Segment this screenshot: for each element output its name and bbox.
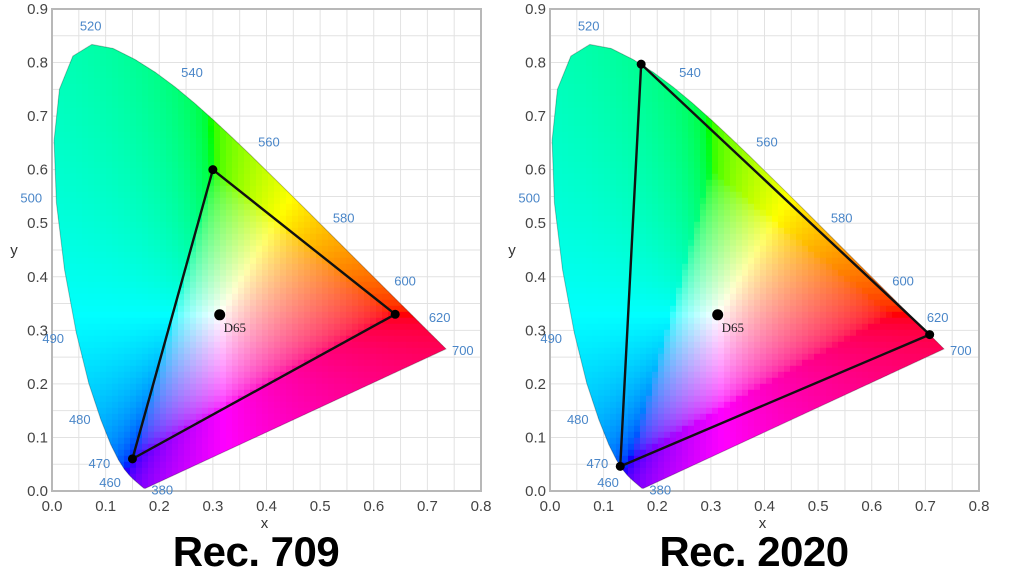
wavelength-label: 560 — [258, 135, 280, 150]
x-tick-label: 0.4 — [754, 498, 775, 515]
y-tick-label: 0.5 — [27, 215, 48, 232]
chart-caption: Rec. 709 — [172, 528, 340, 575]
wavelength-label: 600 — [892, 274, 914, 289]
wavelength-label: 700 — [452, 343, 474, 358]
wavelength-label: 380 — [649, 482, 671, 497]
y-axis-ticks: 0.0 0.1 0.2 0.3 0.4 0.5 0.6 0.7 0.8 0.9 — [27, 1, 48, 500]
x-tick-label: 0.6 — [861, 498, 882, 515]
wavelength-labels: 380 460 470 480 490 500 520 540 560 580 600 620 700 — [20, 18, 473, 497]
y-tick-label: 0.8 — [27, 55, 48, 72]
x-axis-label: x — [261, 515, 269, 532]
wavelength-label: 490 — [42, 331, 64, 346]
y-tick-label: 0.6 — [27, 162, 48, 179]
y-tick-label: 0.5 — [525, 215, 546, 232]
y-tick-label: 0.1 — [525, 429, 546, 446]
x-tick-label: 0.4 — [256, 498, 277, 515]
wavelength-label: 580 — [831, 210, 853, 225]
wavelength-label: 500 — [518, 191, 540, 206]
x-axis-ticks: 0.0 0.1 0.2 0.3 0.4 0.5 0.6 0.7 0.8 — [42, 498, 492, 515]
primary-green-point — [208, 165, 218, 175]
x-tick-label: 0.7 — [417, 498, 438, 515]
primary-blue-point — [615, 461, 625, 471]
y-tick-label: 0.2 — [525, 376, 546, 393]
x-tick-label: 0.1 — [95, 498, 116, 515]
x-tick-label: 0.3 — [700, 498, 721, 515]
wavelength-label: 540 — [679, 65, 701, 80]
wavelength-label: 480 — [69, 412, 91, 427]
wavelength-label: 520 — [80, 18, 102, 33]
primary-blue-point — [127, 454, 137, 464]
wavelength-label: 520 — [578, 18, 600, 33]
x-tick-label: 0.8 — [471, 498, 492, 515]
x-axis-label: x — [759, 515, 767, 532]
chart-caption: Rec. 2020 — [659, 528, 849, 575]
gamut-triangle — [131, 168, 397, 461]
x-tick-label: 0.6 — [363, 498, 384, 515]
wavelength-label: 490 — [540, 331, 562, 346]
wavelength-label: 560 — [756, 135, 778, 150]
white-point-label: D65 — [224, 320, 246, 335]
x-tick-label: 0.8 — [969, 498, 990, 515]
y-tick-label: 0.4 — [27, 269, 48, 286]
x-tick-label: 0.2 — [647, 498, 668, 515]
wavelength-label: 480 — [567, 412, 589, 427]
x-tick-label: 0.3 — [202, 498, 223, 515]
y-tick-label: 0.6 — [525, 162, 546, 179]
white-point-marker — [214, 309, 226, 321]
plot-frame — [549, 8, 980, 492]
x-axis-ticks: 0.0 0.1 0.2 0.3 0.4 0.5 0.6 0.7 0.8 — [540, 498, 990, 515]
wavelength-label: 580 — [333, 210, 355, 225]
wavelength-label: 700 — [950, 343, 972, 358]
chart-rec2020: 380 460 470 480 490 500 520 540 560 580 600 620 700 D… — [498, 0, 1010, 576]
y-axis-ticks: 0.0 0.1 0.2 0.3 0.4 0.5 0.6 0.7 0.8 0.9 — [525, 1, 546, 500]
primary-green-point — [636, 59, 646, 69]
y-tick-label: 0.0 — [525, 483, 546, 500]
cie-diagram-rec709: 380 460 470 480 490 500 520 540 560 580 600 620 700 D… — [10, 1, 492, 532]
white-point-label: D65 — [722, 320, 744, 335]
x-tick-label: 0.5 — [808, 498, 829, 515]
wavelength-label: 620 — [927, 310, 949, 325]
primary-red-point — [925, 330, 935, 340]
wavelength-label: 620 — [429, 310, 451, 325]
wavelength-label: 470 — [89, 456, 111, 471]
y-tick-label: 0.2 — [27, 376, 48, 393]
wavelength-label: 600 — [394, 274, 416, 289]
y-tick-label: 0.3 — [27, 322, 48, 339]
wavelength-label: 380 — [151, 482, 173, 497]
spectral-locus — [53, 43, 447, 489]
x-tick-label: 0.5 — [310, 498, 331, 515]
y-axis-label: y — [508, 242, 516, 259]
x-tick-label: 0.1 — [593, 498, 614, 515]
plot-frame — [51, 8, 482, 492]
x-tick-label: 0.0 — [42, 498, 63, 515]
y-tick-label: 0.9 — [27, 1, 48, 18]
wavelength-label: 500 — [20, 191, 42, 206]
wavelength-label: 460 — [597, 475, 619, 490]
wavelength-label: 540 — [181, 65, 203, 80]
y-axis-label: y — [10, 242, 18, 259]
y-tick-label: 0.9 — [525, 1, 546, 18]
y-tick-label: 0.7 — [27, 108, 48, 125]
y-tick-label: 0.3 — [525, 322, 546, 339]
chart-rec709: 380 460 470 480 490 500 520 540 560 580 600 620 700 D… — [10, 1, 492, 575]
x-tick-label: 0.2 — [149, 498, 170, 515]
wavelength-labels: 380 460 470 480 490 500 520 540 560 580 600 620 700 — [518, 18, 971, 497]
x-tick-label: 0.0 — [540, 498, 561, 515]
x-tick-label: 0.7 — [915, 498, 936, 515]
y-tick-label: 0.7 — [525, 108, 546, 125]
y-tick-label: 0.8 — [525, 55, 546, 72]
cie-diagram-rec2020: 380 460 470 480 490 500 520 540 560 580 600 620 700 D… — [508, 1, 990, 532]
primary-red-point — [390, 309, 400, 319]
y-tick-label: 0.1 — [27, 429, 48, 446]
chromaticity-fill — [552, 44, 944, 489]
y-tick-label: 0.4 — [525, 269, 546, 286]
white-point-marker — [712, 309, 724, 321]
chromaticity-fill — [54, 44, 446, 489]
wavelength-label: 460 — [99, 475, 121, 490]
y-tick-label: 0.0 — [27, 483, 48, 500]
wavelength-label: 470 — [587, 456, 609, 471]
gamut-triangle — [619, 62, 931, 468]
